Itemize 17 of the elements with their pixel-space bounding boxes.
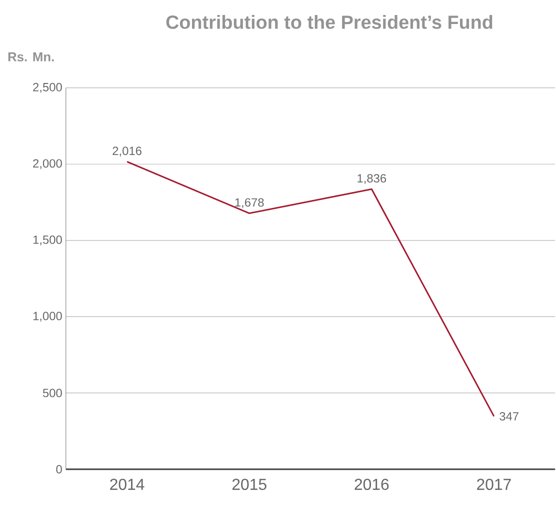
data-label: 347 — [500, 412, 518, 420]
x-tick-label: 2016 — [354, 478, 389, 490]
x-tick-label: 2017 — [477, 478, 511, 490]
chart-title: Contribution to the President’s Fund — [166, 14, 492, 29]
data-label: 1,678 — [235, 198, 264, 208]
x-tick-label: 2015 — [232, 478, 266, 490]
line-series — [126, 160, 495, 417]
data-label: 1,836 — [358, 174, 386, 184]
y-tick-label: 2,000 — [33, 159, 62, 169]
y-tick-label: 2,500 — [33, 82, 62, 93]
y-tick-label: 1,000 — [33, 312, 62, 322]
y-tick-label: 1,500 — [33, 235, 62, 246]
data-label: 2,016 — [112, 146, 142, 156]
y-axis-title: Rs. Mn. — [8, 52, 54, 62]
y-tick-label: 0 — [56, 464, 62, 474]
y-tick-label: 500 — [42, 388, 62, 398]
x-tick-label: 2014 — [110, 478, 144, 490]
